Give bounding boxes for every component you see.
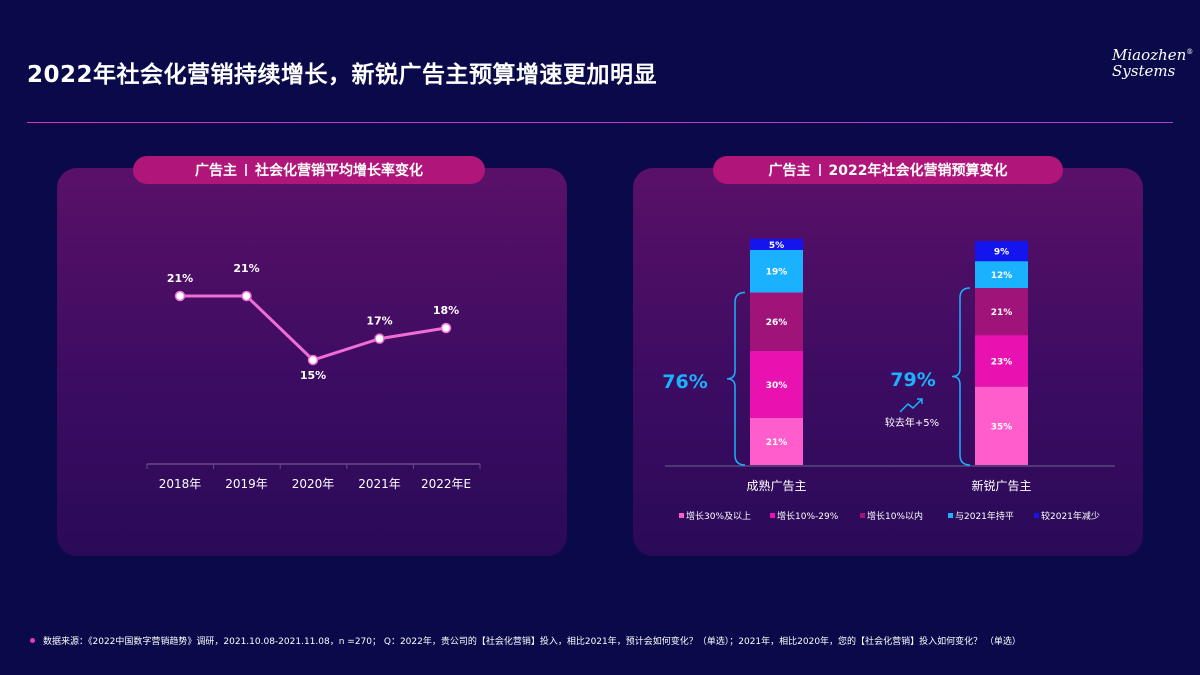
data-point: [174, 290, 186, 302]
right-chart-panel: [633, 168, 1143, 556]
brace-right: [951, 287, 971, 466]
delta-label: 较去年+5%: [885, 416, 939, 429]
right-header-label-b: 2022年社会化营销预算变化: [828, 163, 1008, 179]
left-header-label-b: 社会化营销平均增长率变化: [255, 163, 423, 179]
page-title: 2022年社会化营销持续增长，新锐广告主预算增速更加明显: [27, 62, 658, 88]
bar-segment: [750, 292, 803, 351]
legend-label: 增长30%及以上: [686, 510, 751, 522]
legend-label: 与2021年持平: [955, 510, 1014, 522]
legend-swatch: [770, 513, 775, 518]
bar-segment: [750, 417, 803, 465]
segment-label: 9%: [994, 248, 1009, 258]
bar-segment: [975, 335, 1028, 387]
header-separator: [245, 164, 247, 176]
segment-label: 23%: [991, 357, 1013, 367]
brace-left: [726, 291, 746, 466]
data-label: 15%: [300, 369, 326, 382]
trend-up-arrow-icon: [917, 398, 923, 404]
x-tick-label: 2020年: [292, 477, 335, 491]
data-label: 17%: [366, 315, 392, 328]
data-point: [374, 333, 385, 344]
brace-right-label: 79%: [890, 369, 935, 391]
segment-label: 26%: [766, 318, 788, 328]
bar-segment: [750, 350, 803, 418]
title-divider: [27, 122, 1173, 123]
x-tick-label: 2021年: [358, 477, 401, 491]
logo-registered-mark: ®: [1186, 48, 1194, 56]
legend-label: 增长10%-29%: [777, 510, 839, 522]
segment-label: 12%: [991, 271, 1013, 281]
footnote-text: 数据来源：《2022中国数字营销趋势》调研，2021.10.08-2021.11…: [43, 637, 1021, 647]
right-header-label-a: 广告主: [768, 163, 811, 179]
right-panel-header: 广告主 2022年社会化营销预算变化: [713, 156, 1063, 184]
header-separator: [818, 164, 821, 176]
left-panel-header: 广告主 社会化营销平均增长率变化: [133, 156, 485, 184]
legend-label: 增长10%以内: [867, 510, 923, 522]
segment-label: 19%: [766, 268, 788, 278]
data-label: 21%: [167, 272, 193, 285]
bar-segment: [750, 249, 803, 293]
logo-line2: Systems: [1112, 62, 1176, 80]
x-tick-label: 2022年E: [421, 477, 471, 491]
bar-segment: [975, 241, 1028, 262]
legend-swatch: [679, 513, 684, 518]
legend-swatch: [948, 513, 953, 518]
segment-label: 5%: [769, 241, 784, 251]
brace-left-label: 76%: [662, 371, 707, 393]
x-tick-label: 2018年: [159, 477, 202, 491]
bar-segment: [975, 261, 1028, 289]
footnote-bullet-icon: [30, 638, 35, 643]
segment-label: 21%: [991, 308, 1013, 318]
legend-swatch: [860, 513, 865, 518]
miaozhen-logo: Miaozhen® Systems: [1112, 44, 1193, 80]
bar-segment: [975, 386, 1028, 465]
data-point: [241, 290, 252, 302]
bar-segment: [975, 288, 1028, 336]
trend-up-arrow-icon: [899, 398, 923, 413]
left-header-label-a: 广告主: [195, 163, 237, 179]
legend-label: 较2021年减少: [1041, 510, 1100, 522]
data-label: 18%: [433, 304, 459, 317]
legend-swatch: [1034, 513, 1039, 518]
logo-line1: Miaozhen: [1112, 46, 1187, 64]
data-point: [307, 354, 319, 366]
data-point: [440, 322, 452, 334]
segment-label: 30%: [766, 381, 788, 391]
segment-label: 35%: [991, 422, 1013, 432]
data-label: 21%: [233, 262, 259, 275]
bar-segment: [750, 238, 803, 250]
segment-label: 21%: [766, 438, 788, 448]
category-label: 成熟广告主: [746, 478, 806, 493]
category-label: 新锐广告主: [971, 478, 1031, 493]
footnote: 数据来源：《2022中国数字营销趋势》调研，2021.10.08-2021.11…: [30, 634, 1180, 647]
x-tick-label: 2019年: [225, 477, 268, 491]
